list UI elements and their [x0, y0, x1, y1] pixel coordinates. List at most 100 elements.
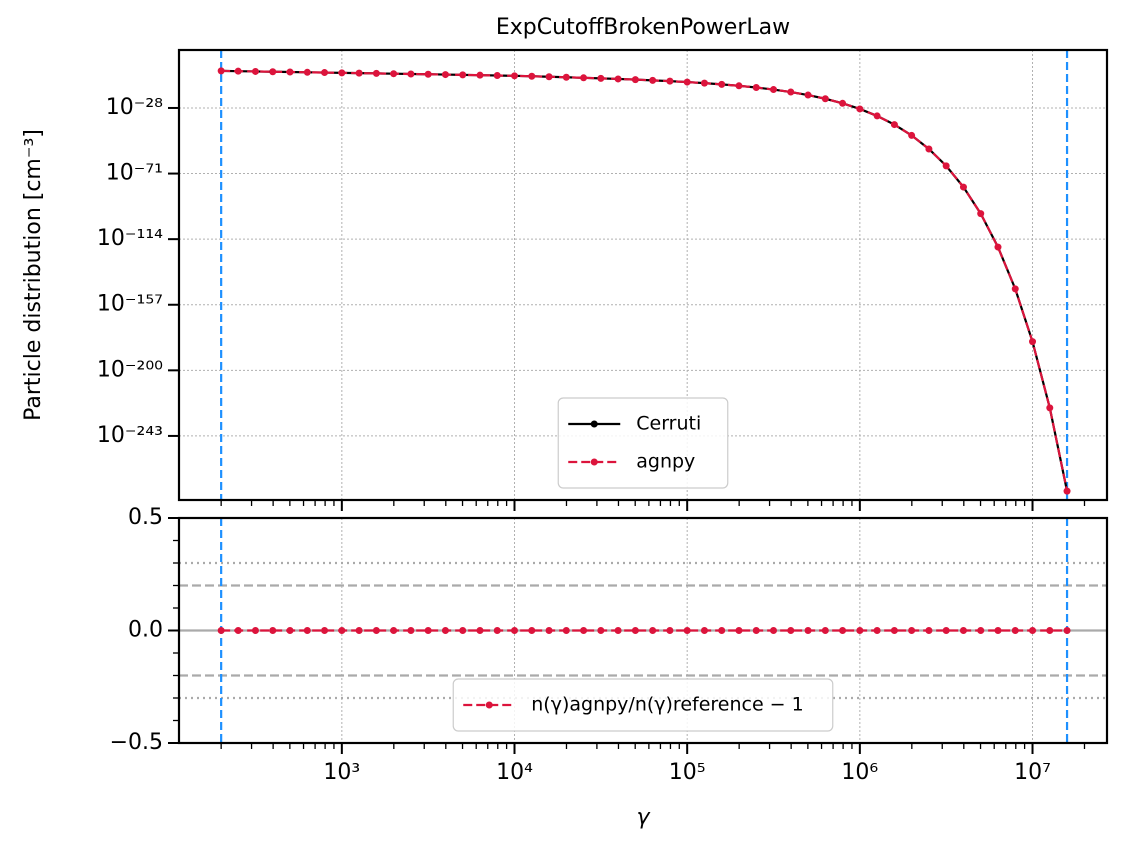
- data-point: [614, 75, 622, 83]
- data-point: [303, 627, 311, 634]
- data-point: [545, 627, 553, 634]
- data-point: [700, 79, 708, 87]
- data-point: [424, 627, 432, 634]
- x-axis-label: γ: [636, 805, 650, 830]
- legend: n(γ)agnpy/n(γ)reference − 1: [452, 678, 834, 732]
- y-tick-label: 10⁻¹⁵⁷: [97, 292, 163, 317]
- data-point: [597, 74, 605, 82]
- data-point: [735, 82, 743, 90]
- legend-box: [557, 397, 729, 489]
- x-tick-label: 10⁴: [496, 760, 533, 785]
- data-point: [424, 70, 432, 78]
- data-point: [372, 69, 380, 77]
- data-point: [873, 112, 881, 120]
- data-point: [321, 627, 329, 634]
- data-point: [1011, 285, 1019, 293]
- legend-marker: [590, 420, 598, 428]
- y-tick-label: 10⁻²⁰⁰: [97, 357, 163, 382]
- y-tick-label: 0.0: [128, 618, 163, 643]
- data-point: [390, 70, 398, 78]
- data-point: [787, 88, 795, 96]
- y-tick-label: 10⁻⁷¹: [106, 161, 163, 186]
- data-point: [873, 627, 881, 634]
- data-point: [217, 67, 225, 75]
- data-point: [959, 183, 967, 191]
- data-point: [1046, 627, 1054, 634]
- data-point: [804, 627, 812, 634]
- data-point: [459, 71, 467, 79]
- data-point: [528, 627, 536, 634]
- data-point: [890, 121, 898, 129]
- data-point: [839, 627, 847, 634]
- data-point: [597, 627, 605, 634]
- data-point: [511, 627, 519, 634]
- y-tick-label: 10⁻¹¹⁴: [97, 226, 163, 251]
- data-point: [925, 145, 933, 153]
- data-point: [994, 243, 1002, 251]
- data-point: [821, 95, 829, 103]
- y-tick-label: 10⁻²⁸: [106, 95, 163, 120]
- data-point: [614, 627, 622, 634]
- data-point: [752, 627, 760, 634]
- data-point: [580, 74, 588, 82]
- y-axis-label: Particle distribution [cm⁻³]: [21, 129, 46, 421]
- data-point: [338, 627, 346, 634]
- legend-marker: [590, 458, 598, 466]
- data-point: [770, 627, 778, 634]
- plot-frame: [177, 516, 1109, 745]
- data-point: [700, 627, 708, 634]
- data-point: [856, 105, 864, 113]
- data-point: [286, 68, 294, 76]
- data-point: [959, 627, 967, 634]
- legend-box: [452, 678, 834, 732]
- data-point: [372, 627, 380, 634]
- data-point: [1029, 338, 1037, 346]
- data-point: [234, 67, 242, 75]
- x-tick-label: 10⁵: [669, 760, 706, 785]
- data-point: [821, 627, 829, 634]
- legend-label: Cerruti: [636, 413, 701, 435]
- y-tick-label: −0.5: [110, 730, 163, 755]
- legend-label: agnpy: [636, 451, 695, 473]
- data-point: [908, 627, 916, 634]
- data-point: [234, 627, 242, 634]
- data-point: [994, 627, 1002, 634]
- x-tick-label: 10³: [323, 760, 360, 785]
- legend: Cerruti agnpy: [557, 397, 729, 489]
- data-point: [804, 91, 812, 99]
- data-point: [269, 68, 277, 76]
- x-tick-label: 10⁷: [1014, 760, 1051, 785]
- data-point: [683, 78, 691, 86]
- data-point: [441, 71, 449, 79]
- data-point: [338, 69, 346, 77]
- data-point: [493, 627, 501, 634]
- data-point: [251, 627, 259, 634]
- data-point: [321, 69, 329, 77]
- data-point: [1063, 627, 1071, 634]
- data-point: [666, 627, 674, 634]
- data-point: [251, 67, 259, 75]
- data-point: [942, 162, 950, 170]
- data-point: [787, 627, 795, 634]
- data-point: [1011, 627, 1019, 634]
- legend-marker: [485, 701, 493, 709]
- data-point: [355, 69, 363, 77]
- data-point: [977, 210, 985, 218]
- data-point: [390, 627, 398, 634]
- data-point: [286, 627, 294, 634]
- data-point: [856, 627, 864, 634]
- legend-label: n(γ)agnpy/n(γ)reference − 1: [531, 694, 804, 716]
- data-point: [666, 77, 674, 85]
- data-point: [1029, 627, 1037, 634]
- data-point: [1063, 487, 1071, 495]
- data-point: [476, 627, 484, 634]
- data-point: [545, 73, 553, 81]
- data-point: [476, 71, 484, 79]
- data-point: [562, 627, 570, 634]
- data-point: [752, 84, 760, 92]
- data-point: [977, 627, 985, 634]
- data-point: [511, 72, 519, 80]
- data-point: [528, 72, 536, 80]
- data-point: [269, 627, 277, 634]
